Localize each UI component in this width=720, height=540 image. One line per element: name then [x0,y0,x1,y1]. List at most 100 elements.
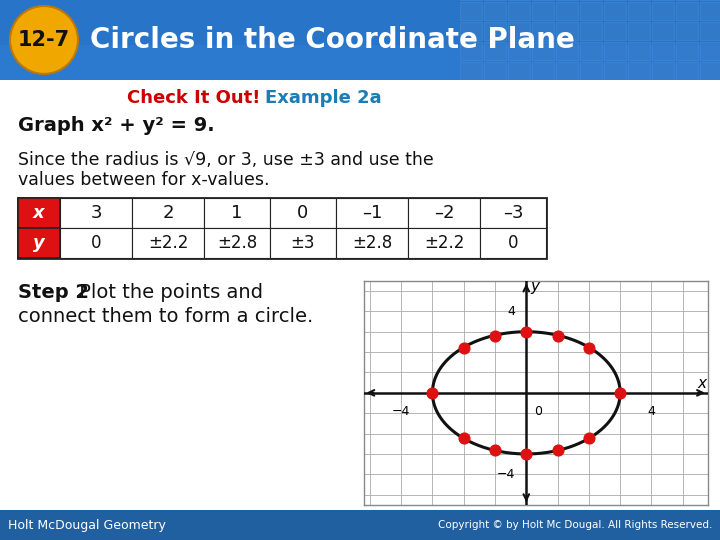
Text: Holt McDougal Geometry: Holt McDougal Geometry [8,518,166,532]
Bar [556,2,578,20]
Point [490,446,501,454]
Bar [408,228,480,258]
Text: ±2.8: ±2.8 [217,234,257,252]
Bar [18,198,546,258]
Bar [480,198,546,228]
Text: 12-7: 12-7 [18,30,70,50]
Bar [508,2,530,20]
Bar [604,2,626,20]
Bar [484,62,506,80]
Bar [60,198,132,228]
Bar [204,198,270,228]
Text: 0: 0 [534,405,542,418]
Bar [484,2,506,20]
Bar [676,2,698,20]
Text: ±3: ±3 [291,234,315,252]
Bar [270,228,336,258]
Bar [676,62,698,80]
Bar [652,22,674,40]
Bar [580,22,602,40]
Bar [204,228,270,258]
Bar [628,2,650,20]
Text: 0: 0 [508,234,518,252]
Bar [700,42,720,60]
Text: connect them to form a circle.: connect them to form a circle. [18,307,313,326]
Bar [604,22,626,40]
Bar [270,198,336,228]
Text: Check It Out!: Check It Out! [127,89,260,107]
Bar [460,42,482,60]
Bar [18,198,60,228]
Point [521,327,532,336]
Bar [460,22,482,40]
Text: −4: −4 [392,405,410,418]
Bar [628,22,650,40]
Point [490,332,501,340]
Text: 4: 4 [647,405,655,418]
Bar [484,22,506,40]
Text: –3: –3 [503,204,523,222]
Bar [556,62,578,80]
Bar [132,198,204,228]
Text: 3: 3 [90,204,102,222]
Bar [700,62,720,80]
Bar [480,228,546,258]
Bar [652,42,674,60]
Bar [652,2,674,20]
Text: Graph x² + y² = 9.: Graph x² + y² = 9. [18,117,215,136]
Ellipse shape [10,6,78,74]
Bar [336,228,408,258]
Text: y: y [33,234,45,252]
Text: 0: 0 [91,234,102,252]
Bar [0,45,720,80]
Bar [700,2,720,20]
Text: Example 2a: Example 2a [265,89,382,107]
Bar [508,22,530,40]
Point [521,450,532,458]
Point [583,343,595,352]
Bar [556,42,578,60]
Bar [132,228,204,258]
Bar [604,62,626,80]
Text: Step 2: Step 2 [18,284,89,302]
Bar [556,22,578,40]
Bar [18,228,60,258]
Point [552,446,563,454]
Bar [580,42,602,60]
Bar [508,62,530,80]
Text: Since the radius is √9, or 3, use ±3 and use the: Since the radius is √9, or 3, use ±3 and… [18,151,433,169]
Bar [580,62,602,80]
Text: values between for x-values.: values between for x-values. [18,171,269,189]
Text: −4: −4 [497,468,516,481]
Bar [652,62,674,80]
Text: y: y [531,279,539,294]
Point [458,433,469,442]
Point [458,343,469,352]
Bar [676,42,698,60]
Text: –1: –1 [362,204,382,222]
Bar [532,62,554,80]
Bar [460,62,482,80]
Bar [532,42,554,60]
Bar [484,42,506,60]
Point [614,389,626,397]
Bar [460,2,482,20]
Bar [408,198,480,228]
Bar [604,42,626,60]
Text: ±2.2: ±2.2 [424,234,464,252]
Text: Copyright © by Holt Mc Dougal. All Rights Reserved.: Copyright © by Holt Mc Dougal. All Right… [438,520,712,530]
Bar [336,198,408,228]
Bar [508,42,530,60]
Text: ±2.2: ±2.2 [148,234,188,252]
Bar [532,2,554,20]
Text: 1: 1 [231,204,243,222]
Bar [580,2,602,20]
Point [583,433,595,442]
Bar [532,22,554,40]
Bar [60,228,132,258]
Text: 4: 4 [508,305,516,318]
Text: Circles in the Coordinate Plane: Circles in the Coordinate Plane [90,26,575,54]
Text: –2: –2 [433,204,454,222]
Text: 2: 2 [162,204,174,222]
Point [427,389,438,397]
